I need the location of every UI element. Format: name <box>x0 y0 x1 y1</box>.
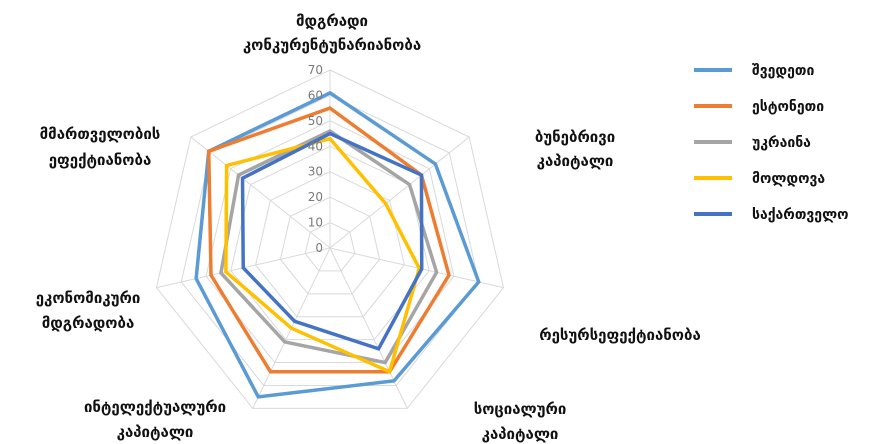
axis-label: კაპიტალი <box>537 152 614 170</box>
tick-label: 10 <box>308 216 323 230</box>
axis-label: სოციალური <box>474 400 567 418</box>
axis-label: ეკონომიკური <box>36 289 141 307</box>
radar-spokes <box>156 70 504 409</box>
radar-axis-labels: მდგრადი კონკურენტუნარიანობა ბუნებრივი კაპიტ… <box>36 12 701 443</box>
legend-label: მოლდოვა <box>752 171 825 187</box>
radar-spoke <box>329 136 470 249</box>
tick-label: 70 <box>308 63 323 77</box>
axis-label: ბუნებრივი <box>535 128 615 146</box>
axis-label: ინტელექტუალური <box>84 398 226 416</box>
axis-label: მმართველობის <box>40 125 161 143</box>
series-line-3 <box>224 136 422 375</box>
grid-ring <box>255 171 405 318</box>
axis-label: მდგრადობა <box>42 314 135 332</box>
tick-label: 60 <box>308 88 323 102</box>
tick-label: 40 <box>308 139 323 153</box>
axis-label: რესურსეფექტიანობა <box>539 326 701 344</box>
legend: შვედეთი ესტონეთი უკრაინა მოლდოვა საქართველო <box>694 63 849 223</box>
radar-tick-labels: 0 10 20 30 40 50 60 70 <box>308 63 323 255</box>
series-line-2 <box>219 129 439 365</box>
radar-spoke <box>329 247 504 289</box>
axis-label: კაპიტალი <box>482 425 559 443</box>
tick-label: 0 <box>315 241 323 255</box>
tick-label: 30 <box>308 165 323 179</box>
radar-spoke <box>190 136 331 249</box>
grid-ring <box>155 69 505 409</box>
legend-label: შვედეთი <box>752 63 814 79</box>
axis-label: ეფექტიანობა <box>49 151 152 169</box>
legend-label: ესტონეთი <box>752 99 824 115</box>
tick-label: 50 <box>308 114 323 128</box>
tick-label: 20 <box>308 190 323 204</box>
legend-label: უკრაინა <box>752 135 811 151</box>
axis-label: კონკურენტუნარიანობა <box>243 36 421 54</box>
grid-ring <box>304 222 356 272</box>
series-line-4 <box>240 131 424 351</box>
series-line-0 <box>194 90 481 399</box>
radar-series <box>194 90 481 399</box>
axis-label: კაპიტალი <box>117 423 194 441</box>
axis-label: მდგრადი <box>296 12 368 30</box>
series-line-1 <box>206 106 451 374</box>
legend-label: საქართველო <box>752 207 849 223</box>
grid-ring <box>279 196 381 295</box>
